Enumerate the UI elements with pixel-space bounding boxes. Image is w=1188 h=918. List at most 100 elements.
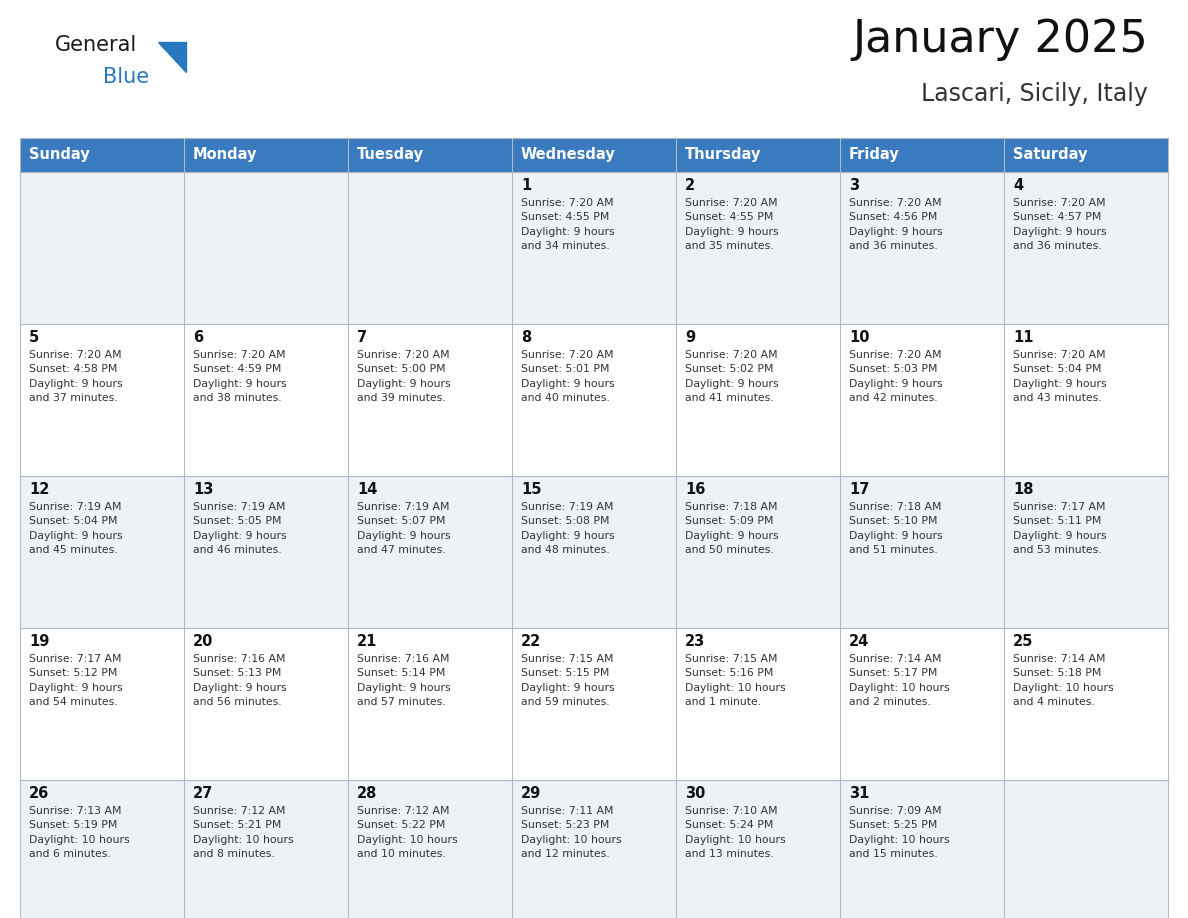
Bar [184, 138, 348, 172]
Text: 1: 1 [522, 178, 531, 193]
Bar [840, 138, 1004, 172]
Text: 28: 28 [358, 786, 378, 801]
Text: 20: 20 [192, 634, 214, 649]
Text: Sunrise: 7:19 AM
Sunset: 5:05 PM
Daylight: 9 hours
and 46 minutes.: Sunrise: 7:19 AM Sunset: 5:05 PM Dayligh… [192, 502, 286, 555]
Bar [1004, 324, 1168, 476]
Bar [20, 138, 184, 172]
Text: Sunrise: 7:20 AM
Sunset: 4:59 PM
Daylight: 9 hours
and 38 minutes.: Sunrise: 7:20 AM Sunset: 4:59 PM Dayligh… [192, 350, 286, 403]
Bar [184, 476, 348, 628]
Text: Thursday: Thursday [685, 148, 762, 162]
Text: Sunrise: 7:14 AM
Sunset: 5:17 PM
Daylight: 10 hours
and 2 minutes.: Sunrise: 7:14 AM Sunset: 5:17 PM Dayligh… [849, 654, 949, 707]
Text: 7: 7 [358, 330, 367, 345]
Text: Wednesday: Wednesday [522, 148, 615, 162]
Text: 6: 6 [192, 330, 203, 345]
Bar [676, 780, 840, 918]
Bar [348, 628, 512, 780]
Bar [676, 172, 840, 324]
Text: 8: 8 [522, 330, 531, 345]
Text: 9: 9 [685, 330, 695, 345]
Text: 31: 31 [849, 786, 870, 801]
Text: Sunrise: 7:15 AM
Sunset: 5:15 PM
Daylight: 9 hours
and 59 minutes.: Sunrise: 7:15 AM Sunset: 5:15 PM Dayligh… [522, 654, 614, 707]
Bar [840, 324, 1004, 476]
Text: 3: 3 [849, 178, 859, 193]
Text: 12: 12 [29, 482, 50, 497]
Bar [184, 324, 348, 476]
Text: Sunrise: 7:12 AM
Sunset: 5:21 PM
Daylight: 10 hours
and 8 minutes.: Sunrise: 7:12 AM Sunset: 5:21 PM Dayligh… [192, 806, 293, 859]
Text: Sunrise: 7:19 AM
Sunset: 5:08 PM
Daylight: 9 hours
and 48 minutes.: Sunrise: 7:19 AM Sunset: 5:08 PM Dayligh… [522, 502, 614, 555]
Bar [512, 172, 676, 324]
Bar [20, 172, 184, 324]
Text: Sunrise: 7:19 AM
Sunset: 5:07 PM
Daylight: 9 hours
and 47 minutes.: Sunrise: 7:19 AM Sunset: 5:07 PM Dayligh… [358, 502, 450, 555]
Text: 2: 2 [685, 178, 695, 193]
Text: Sunrise: 7:13 AM
Sunset: 5:19 PM
Daylight: 10 hours
and 6 minutes.: Sunrise: 7:13 AM Sunset: 5:19 PM Dayligh… [29, 806, 129, 859]
Text: 26: 26 [29, 786, 49, 801]
Text: Sunrise: 7:17 AM
Sunset: 5:11 PM
Daylight: 9 hours
and 53 minutes.: Sunrise: 7:17 AM Sunset: 5:11 PM Dayligh… [1013, 502, 1107, 555]
Text: Sunrise: 7:10 AM
Sunset: 5:24 PM
Daylight: 10 hours
and 13 minutes.: Sunrise: 7:10 AM Sunset: 5:24 PM Dayligh… [685, 806, 785, 859]
Text: 13: 13 [192, 482, 214, 497]
Bar [348, 172, 512, 324]
Text: Sunrise: 7:20 AM
Sunset: 5:01 PM
Daylight: 9 hours
and 40 minutes.: Sunrise: 7:20 AM Sunset: 5:01 PM Dayligh… [522, 350, 614, 403]
Text: Sunrise: 7:20 AM
Sunset: 5:02 PM
Daylight: 9 hours
and 41 minutes.: Sunrise: 7:20 AM Sunset: 5:02 PM Dayligh… [685, 350, 778, 403]
Bar [512, 628, 676, 780]
Bar [676, 628, 840, 780]
Bar [1004, 628, 1168, 780]
Text: Sunrise: 7:20 AM
Sunset: 4:55 PM
Daylight: 9 hours
and 35 minutes.: Sunrise: 7:20 AM Sunset: 4:55 PM Dayligh… [685, 198, 778, 252]
Bar [20, 476, 184, 628]
Text: Sunrise: 7:20 AM
Sunset: 5:03 PM
Daylight: 9 hours
and 42 minutes.: Sunrise: 7:20 AM Sunset: 5:03 PM Dayligh… [849, 350, 942, 403]
Bar [840, 780, 1004, 918]
Bar [348, 476, 512, 628]
Text: Tuesday: Tuesday [358, 148, 424, 162]
Text: Lascari, Sicily, Italy: Lascari, Sicily, Italy [921, 82, 1148, 106]
Text: 19: 19 [29, 634, 50, 649]
Text: 5: 5 [29, 330, 39, 345]
Text: 23: 23 [685, 634, 706, 649]
Bar [184, 780, 348, 918]
Bar [512, 138, 676, 172]
Text: 10: 10 [849, 330, 870, 345]
Bar [1004, 780, 1168, 918]
Text: General: General [55, 35, 138, 55]
Bar [512, 324, 676, 476]
Bar [676, 324, 840, 476]
Text: 14: 14 [358, 482, 378, 497]
Text: Sunrise: 7:20 AM
Sunset: 4:58 PM
Daylight: 9 hours
and 37 minutes.: Sunrise: 7:20 AM Sunset: 4:58 PM Dayligh… [29, 350, 122, 403]
Text: 16: 16 [685, 482, 706, 497]
Polygon shape [158, 42, 187, 72]
Text: Sunday: Sunday [29, 148, 90, 162]
Text: Sunrise: 7:20 AM
Sunset: 4:57 PM
Daylight: 9 hours
and 36 minutes.: Sunrise: 7:20 AM Sunset: 4:57 PM Dayligh… [1013, 198, 1107, 252]
Text: 4: 4 [1013, 178, 1023, 193]
Text: 22: 22 [522, 634, 542, 649]
Text: Sunrise: 7:16 AM
Sunset: 5:14 PM
Daylight: 9 hours
and 57 minutes.: Sunrise: 7:16 AM Sunset: 5:14 PM Dayligh… [358, 654, 450, 707]
Bar [676, 138, 840, 172]
Text: Saturday: Saturday [1013, 148, 1087, 162]
Bar [676, 476, 840, 628]
Text: 24: 24 [849, 634, 870, 649]
Text: 21: 21 [358, 634, 378, 649]
Bar [1004, 476, 1168, 628]
Text: Friday: Friday [849, 148, 899, 162]
Text: Sunrise: 7:20 AM
Sunset: 5:04 PM
Daylight: 9 hours
and 43 minutes.: Sunrise: 7:20 AM Sunset: 5:04 PM Dayligh… [1013, 350, 1107, 403]
Bar [840, 172, 1004, 324]
Bar [512, 780, 676, 918]
Bar [840, 628, 1004, 780]
Text: Sunrise: 7:18 AM
Sunset: 5:10 PM
Daylight: 9 hours
and 51 minutes.: Sunrise: 7:18 AM Sunset: 5:10 PM Dayligh… [849, 502, 942, 555]
Text: Sunrise: 7:20 AM
Sunset: 4:56 PM
Daylight: 9 hours
and 36 minutes.: Sunrise: 7:20 AM Sunset: 4:56 PM Dayligh… [849, 198, 942, 252]
Text: 15: 15 [522, 482, 542, 497]
Text: Sunrise: 7:18 AM
Sunset: 5:09 PM
Daylight: 9 hours
and 50 minutes.: Sunrise: 7:18 AM Sunset: 5:09 PM Dayligh… [685, 502, 778, 555]
Text: 30: 30 [685, 786, 706, 801]
Text: 18: 18 [1013, 482, 1034, 497]
Bar [512, 476, 676, 628]
Text: Sunrise: 7:11 AM
Sunset: 5:23 PM
Daylight: 10 hours
and 12 minutes.: Sunrise: 7:11 AM Sunset: 5:23 PM Dayligh… [522, 806, 621, 859]
Text: Sunrise: 7:15 AM
Sunset: 5:16 PM
Daylight: 10 hours
and 1 minute.: Sunrise: 7:15 AM Sunset: 5:16 PM Dayligh… [685, 654, 785, 707]
Bar [348, 138, 512, 172]
Text: 29: 29 [522, 786, 542, 801]
Text: Sunrise: 7:14 AM
Sunset: 5:18 PM
Daylight: 10 hours
and 4 minutes.: Sunrise: 7:14 AM Sunset: 5:18 PM Dayligh… [1013, 654, 1113, 707]
Text: Sunrise: 7:12 AM
Sunset: 5:22 PM
Daylight: 10 hours
and 10 minutes.: Sunrise: 7:12 AM Sunset: 5:22 PM Dayligh… [358, 806, 457, 859]
Bar [20, 628, 184, 780]
Text: Sunrise: 7:19 AM
Sunset: 5:04 PM
Daylight: 9 hours
and 45 minutes.: Sunrise: 7:19 AM Sunset: 5:04 PM Dayligh… [29, 502, 122, 555]
Bar [348, 780, 512, 918]
Bar [20, 324, 184, 476]
Text: January 2025: January 2025 [852, 18, 1148, 61]
Text: Sunrise: 7:16 AM
Sunset: 5:13 PM
Daylight: 9 hours
and 56 minutes.: Sunrise: 7:16 AM Sunset: 5:13 PM Dayligh… [192, 654, 286, 707]
Text: Blue: Blue [103, 67, 150, 87]
